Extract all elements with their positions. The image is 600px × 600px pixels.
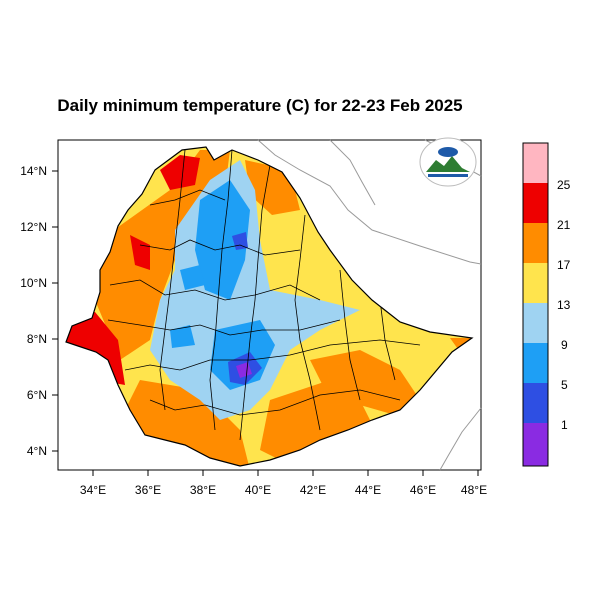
- x-tick-label: 44°E: [355, 483, 381, 497]
- zone-5-9-spot-b: [170, 325, 195, 348]
- y-tick-label: 10°N: [20, 276, 47, 290]
- legend-swatch: [523, 223, 548, 263]
- x-tick-label: 34°E: [80, 483, 106, 497]
- legend-swatch: [523, 383, 548, 423]
- y-axis-ticks: [52, 170, 58, 452]
- legend-swatch: [523, 183, 548, 223]
- zone-5-9-south-highlands: [210, 320, 275, 390]
- x-tick-label: 36°E: [135, 483, 161, 497]
- map-title: Daily minimum temperature (C) for 22-23 …: [57, 96, 463, 115]
- legend-swatch: [523, 423, 548, 466]
- country-outline: [65, 146, 474, 467]
- legend-swatch: [523, 263, 548, 303]
- legend-label: 1: [561, 418, 568, 432]
- y-tick-label: 12°N: [20, 220, 47, 234]
- legend-label: 17: [557, 258, 571, 272]
- x-tick-label: 46°E: [410, 483, 436, 497]
- legend-swatch: [523, 143, 548, 183]
- zone-5-9-north-highlands: [195, 180, 250, 300]
- x-tick-label: 40°E: [245, 483, 271, 497]
- x-tick-label: 48°E: [461, 483, 487, 497]
- y-tick-label: 4°N: [27, 444, 47, 458]
- color-legend: 25 21 17 13 9 5 1: [522, 142, 571, 467]
- zone-21-25-north: [160, 155, 200, 190]
- legend-label: 21: [557, 218, 571, 232]
- y-tick-label: 8°N: [27, 332, 47, 346]
- y-tick-label: 6°N: [27, 388, 47, 402]
- legend-swatch: [523, 343, 548, 383]
- legend-label: 13: [557, 298, 571, 312]
- y-tick-label: 14°N: [20, 164, 47, 178]
- x-axis-ticks: [92, 470, 479, 476]
- agency-logo: [419, 137, 477, 187]
- y-tick-labels: 14°N 12°N 10°N 8°N 6°N 4°N: [20, 164, 47, 458]
- legend-swatch: [523, 303, 548, 343]
- legend-frame: [522, 142, 549, 467]
- legend-label: 5: [561, 378, 568, 392]
- x-tick-label: 38°E: [190, 483, 216, 497]
- x-tick-label: 42°E: [300, 483, 326, 497]
- legend-label: 25: [557, 178, 571, 192]
- x-tick-labels: 34°E 36°E 38°E 40°E 42°E 44°E 46°E 48°E: [80, 483, 487, 497]
- zone-below-1-spot: [236, 362, 252, 378]
- legend-label: 9: [561, 338, 568, 352]
- zone-21-25-spot: [130, 235, 150, 270]
- zone-17-21-southeast: [310, 350, 420, 415]
- admin-borders: [107, 149, 421, 441]
- zone-5-9-spot-a: [180, 265, 205, 290]
